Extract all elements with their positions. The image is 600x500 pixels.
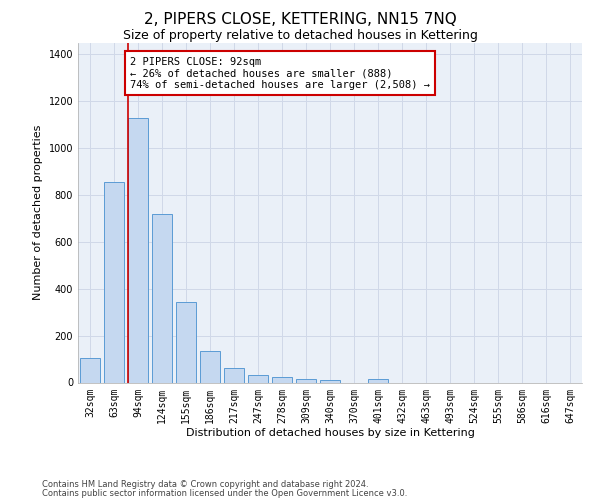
Y-axis label: Number of detached properties: Number of detached properties: [33, 125, 43, 300]
Bar: [104, 182, 124, 382]
Text: Size of property relative to detached houses in Kettering: Size of property relative to detached ho…: [122, 28, 478, 42]
Text: 2, PIPERS CLOSE, KETTERING, NN15 7NQ: 2, PIPERS CLOSE, KETTERING, NN15 7NQ: [143, 12, 457, 28]
Bar: [320, 380, 340, 382]
Text: 2 PIPERS CLOSE: 92sqm
← 26% of detached houses are smaller (888)
74% of semi-det: 2 PIPERS CLOSE: 92sqm ← 26% of detached …: [130, 56, 430, 90]
Bar: [128, 118, 148, 382]
X-axis label: Distribution of detached houses by size in Kettering: Distribution of detached houses by size …: [185, 428, 475, 438]
Bar: [176, 302, 196, 382]
Bar: [296, 378, 316, 382]
Bar: [248, 375, 268, 382]
Bar: [368, 380, 388, 382]
Bar: [80, 358, 100, 382]
Text: Contains HM Land Registry data © Crown copyright and database right 2024.: Contains HM Land Registry data © Crown c…: [42, 480, 368, 489]
Bar: [152, 214, 172, 382]
Bar: [224, 368, 244, 382]
Bar: [200, 351, 220, 382]
Text: Contains public sector information licensed under the Open Government Licence v3: Contains public sector information licen…: [42, 488, 407, 498]
Bar: [272, 378, 292, 382]
